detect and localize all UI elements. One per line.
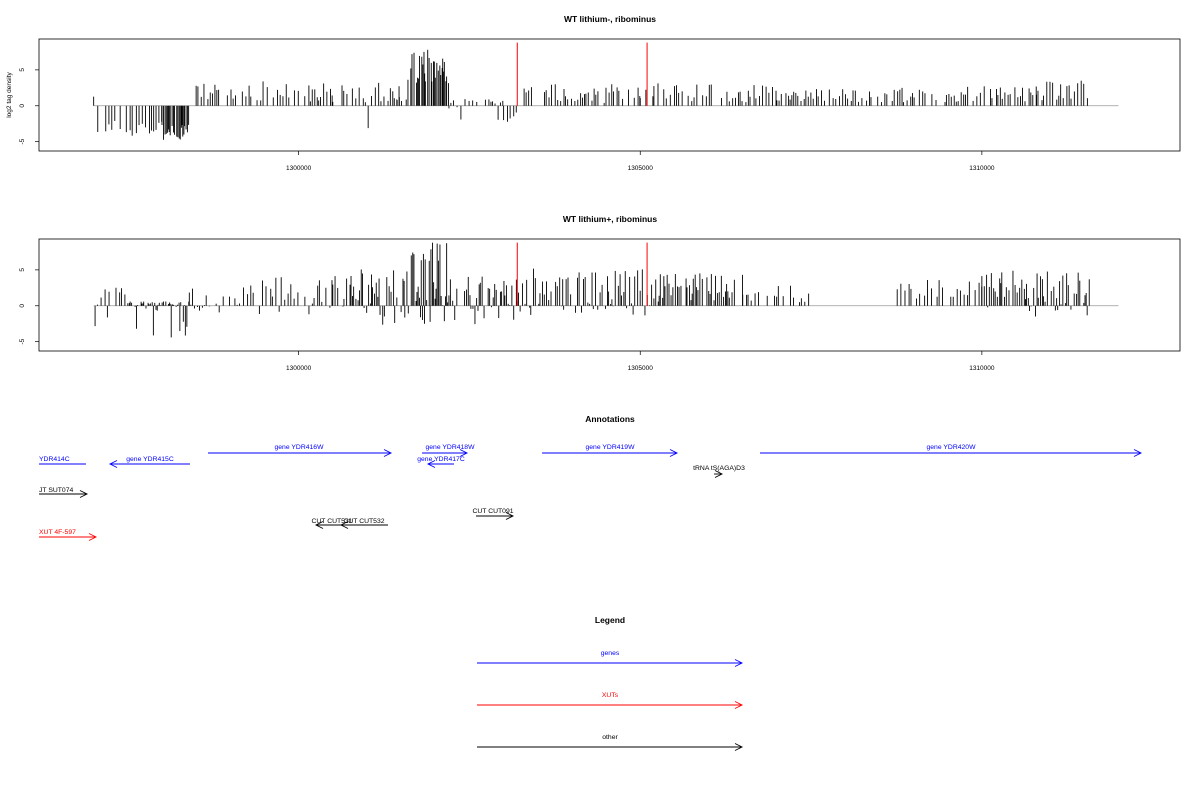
x-tick-label: 1310000 <box>969 365 995 372</box>
plot-frame <box>38 238 1181 352</box>
annotation-feature: gene YDR417C <box>417 456 465 468</box>
panel-lithium-minus: WT lithium-, ribominus log2 tag density … <box>6 14 1181 172</box>
y-axis: -5 0 5 <box>19 268 39 345</box>
y-tick-label: -5 <box>19 138 26 144</box>
x-tick-label: 1305000 <box>628 165 654 172</box>
data-bars <box>93 242 1119 338</box>
y-tick-label: 0 <box>19 104 26 108</box>
legend-title: Legend <box>595 615 625 625</box>
arrow-head <box>734 701 744 709</box>
arrow-head <box>426 460 436 468</box>
y-axis: -5 0 5 <box>19 68 39 145</box>
feature-label: CUT CUT532 <box>343 518 384 525</box>
feature-label: CUT CUT531 <box>311 518 352 525</box>
panel-title: WT lithium+, ribominus <box>563 214 657 224</box>
arrow-head <box>734 659 744 667</box>
y-tick-label: 5 <box>19 268 26 272</box>
legend-label: XUTs <box>602 692 619 699</box>
arrow-head <box>459 449 469 457</box>
y-tick-label: 5 <box>19 68 26 72</box>
arrow-head <box>734 743 744 751</box>
annotation-feature: XUT 4F-597 <box>39 529 98 541</box>
annotation-feature: CUT CUT091 <box>472 508 515 520</box>
annotation-feature: gene YDR416W <box>208 444 393 457</box>
annotation-feature: CUT CUT532 <box>339 518 388 529</box>
feature-label: gene YDR417C <box>417 456 465 463</box>
y-tick-label: 0 <box>19 304 26 308</box>
feature-label: gene YDR419W <box>586 444 636 451</box>
annotation-feature: gene YDR420W <box>760 444 1143 457</box>
feature-label: tRNA tS(AGA)D3 <box>693 465 745 472</box>
arrow-head <box>88 533 98 541</box>
feature-label: CUT CUT091 <box>472 508 513 515</box>
arrow-head <box>714 470 724 478</box>
x-tick-label: 1300000 <box>286 365 312 372</box>
legend-label: other <box>602 734 618 741</box>
annotation-feature: gene YDR419W <box>542 444 679 457</box>
feature-label: JT SUT074 <box>39 487 73 494</box>
y-tick-label: -5 <box>19 338 26 344</box>
arrow-head <box>383 449 393 457</box>
x-tick-label: 1310000 <box>969 165 995 172</box>
feature-label: gene YDR420W <box>927 444 977 451</box>
y-axis-label: log2 tag density <box>6 71 13 117</box>
legend-panel: Legend genes XUTs other <box>477 615 744 751</box>
arrow-head <box>505 512 515 520</box>
legend-item: genes <box>477 650 744 667</box>
legend-label: genes <box>601 650 620 657</box>
x-tick-label: 1305000 <box>628 365 654 372</box>
legend-items: genes XUTs other <box>477 650 744 751</box>
plot-frame <box>38 38 1181 152</box>
arrow-head <box>339 521 349 529</box>
panel-title: WT lithium-, ribominus <box>564 14 656 24</box>
x-axis: 1300000 1305000 1310000 <box>286 151 995 172</box>
feature-label: gene YDR418W <box>426 444 476 451</box>
x-tick-label: 1300000 <box>286 165 312 172</box>
feature-label: gene YDR416W <box>275 444 325 451</box>
x-axis: 1300000 1305000 1310000 <box>286 351 995 372</box>
feature-label: gene YDR415C <box>126 456 174 463</box>
feature-label: XUT 4F-597 <box>39 529 76 536</box>
annotation-feature: tRNA tS(AGA)D3 <box>693 465 745 478</box>
annotation-feature: gene YDR415C <box>108 456 190 468</box>
panel-lithium-plus: WT lithium+, ribominus -5 0 5 1300000 13… <box>19 214 1181 372</box>
feature-label: YDR414C <box>39 456 70 463</box>
annotation-feature: gene YDR418W <box>422 444 475 457</box>
legend-item: other <box>477 734 744 751</box>
legend-item: XUTs <box>477 692 744 709</box>
arrow-head <box>108 460 118 468</box>
arrow-head <box>314 521 324 529</box>
annotations-title: Annotations <box>585 414 635 424</box>
annotation-tracks: YDR414C gene YDR415C gene YDR416W gene YDR4… <box>39 444 1143 541</box>
annotation-feature: YDR414C <box>39 456 86 465</box>
arrow-head <box>1133 449 1143 457</box>
arrow-head <box>669 449 679 457</box>
annotations-panel: Annotations YDR414C gene YDR415C gene YDR4… <box>39 414 1143 541</box>
arrow-head <box>79 490 89 498</box>
data-bars <box>93 42 1119 140</box>
annotation-feature: JT SUT074 <box>39 487 89 498</box>
